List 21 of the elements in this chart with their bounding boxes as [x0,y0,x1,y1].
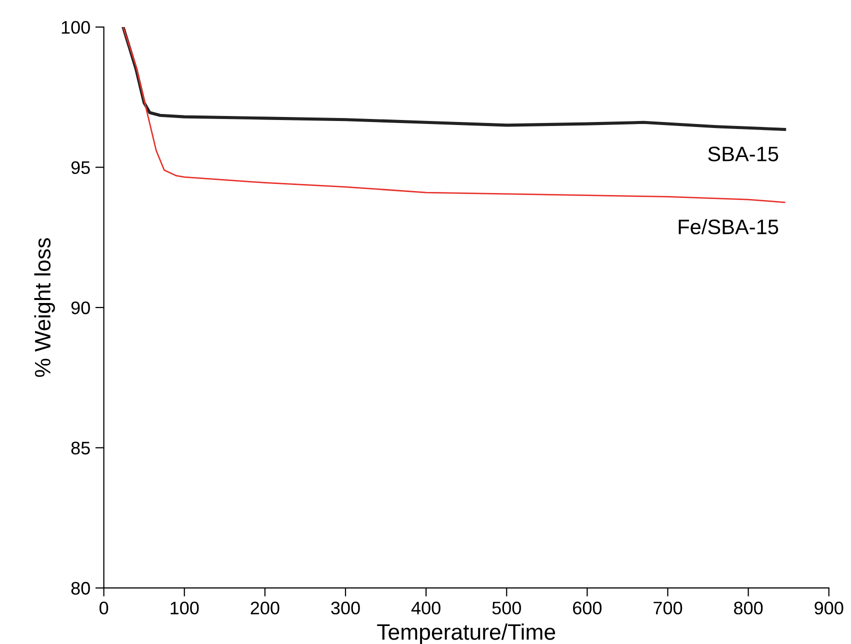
line-series [122,27,786,131]
y-tick-label: 85 [71,442,90,454]
y-axis-title: % Weight loss [34,238,55,377]
x-tick-label: 400 [411,602,440,614]
series-label: SBA-15 [708,146,778,162]
x-tick-label: 800 [734,602,763,614]
y-tick-label: 90 [71,301,90,314]
x-tick-label: 300 [331,602,360,614]
x-tick-label: 600 [573,602,602,614]
y-tick-label: 95 [71,161,90,174]
line-series [122,27,786,204]
y-tick-label: 80 [71,582,90,595]
x-axis-title: Temperature/Time [377,624,556,644]
series-label: Fe/SBA-15 [678,219,778,234]
y-tick-label: 100 [62,20,90,34]
x-tick-label: 900 [814,602,844,614]
x-tick-label: 0 [100,602,108,614]
x-tick-label: 500 [492,602,521,614]
x-tick-label: 700 [654,602,682,614]
x-tick-label: 100 [170,602,199,614]
x-tick-label: 200 [250,602,280,614]
